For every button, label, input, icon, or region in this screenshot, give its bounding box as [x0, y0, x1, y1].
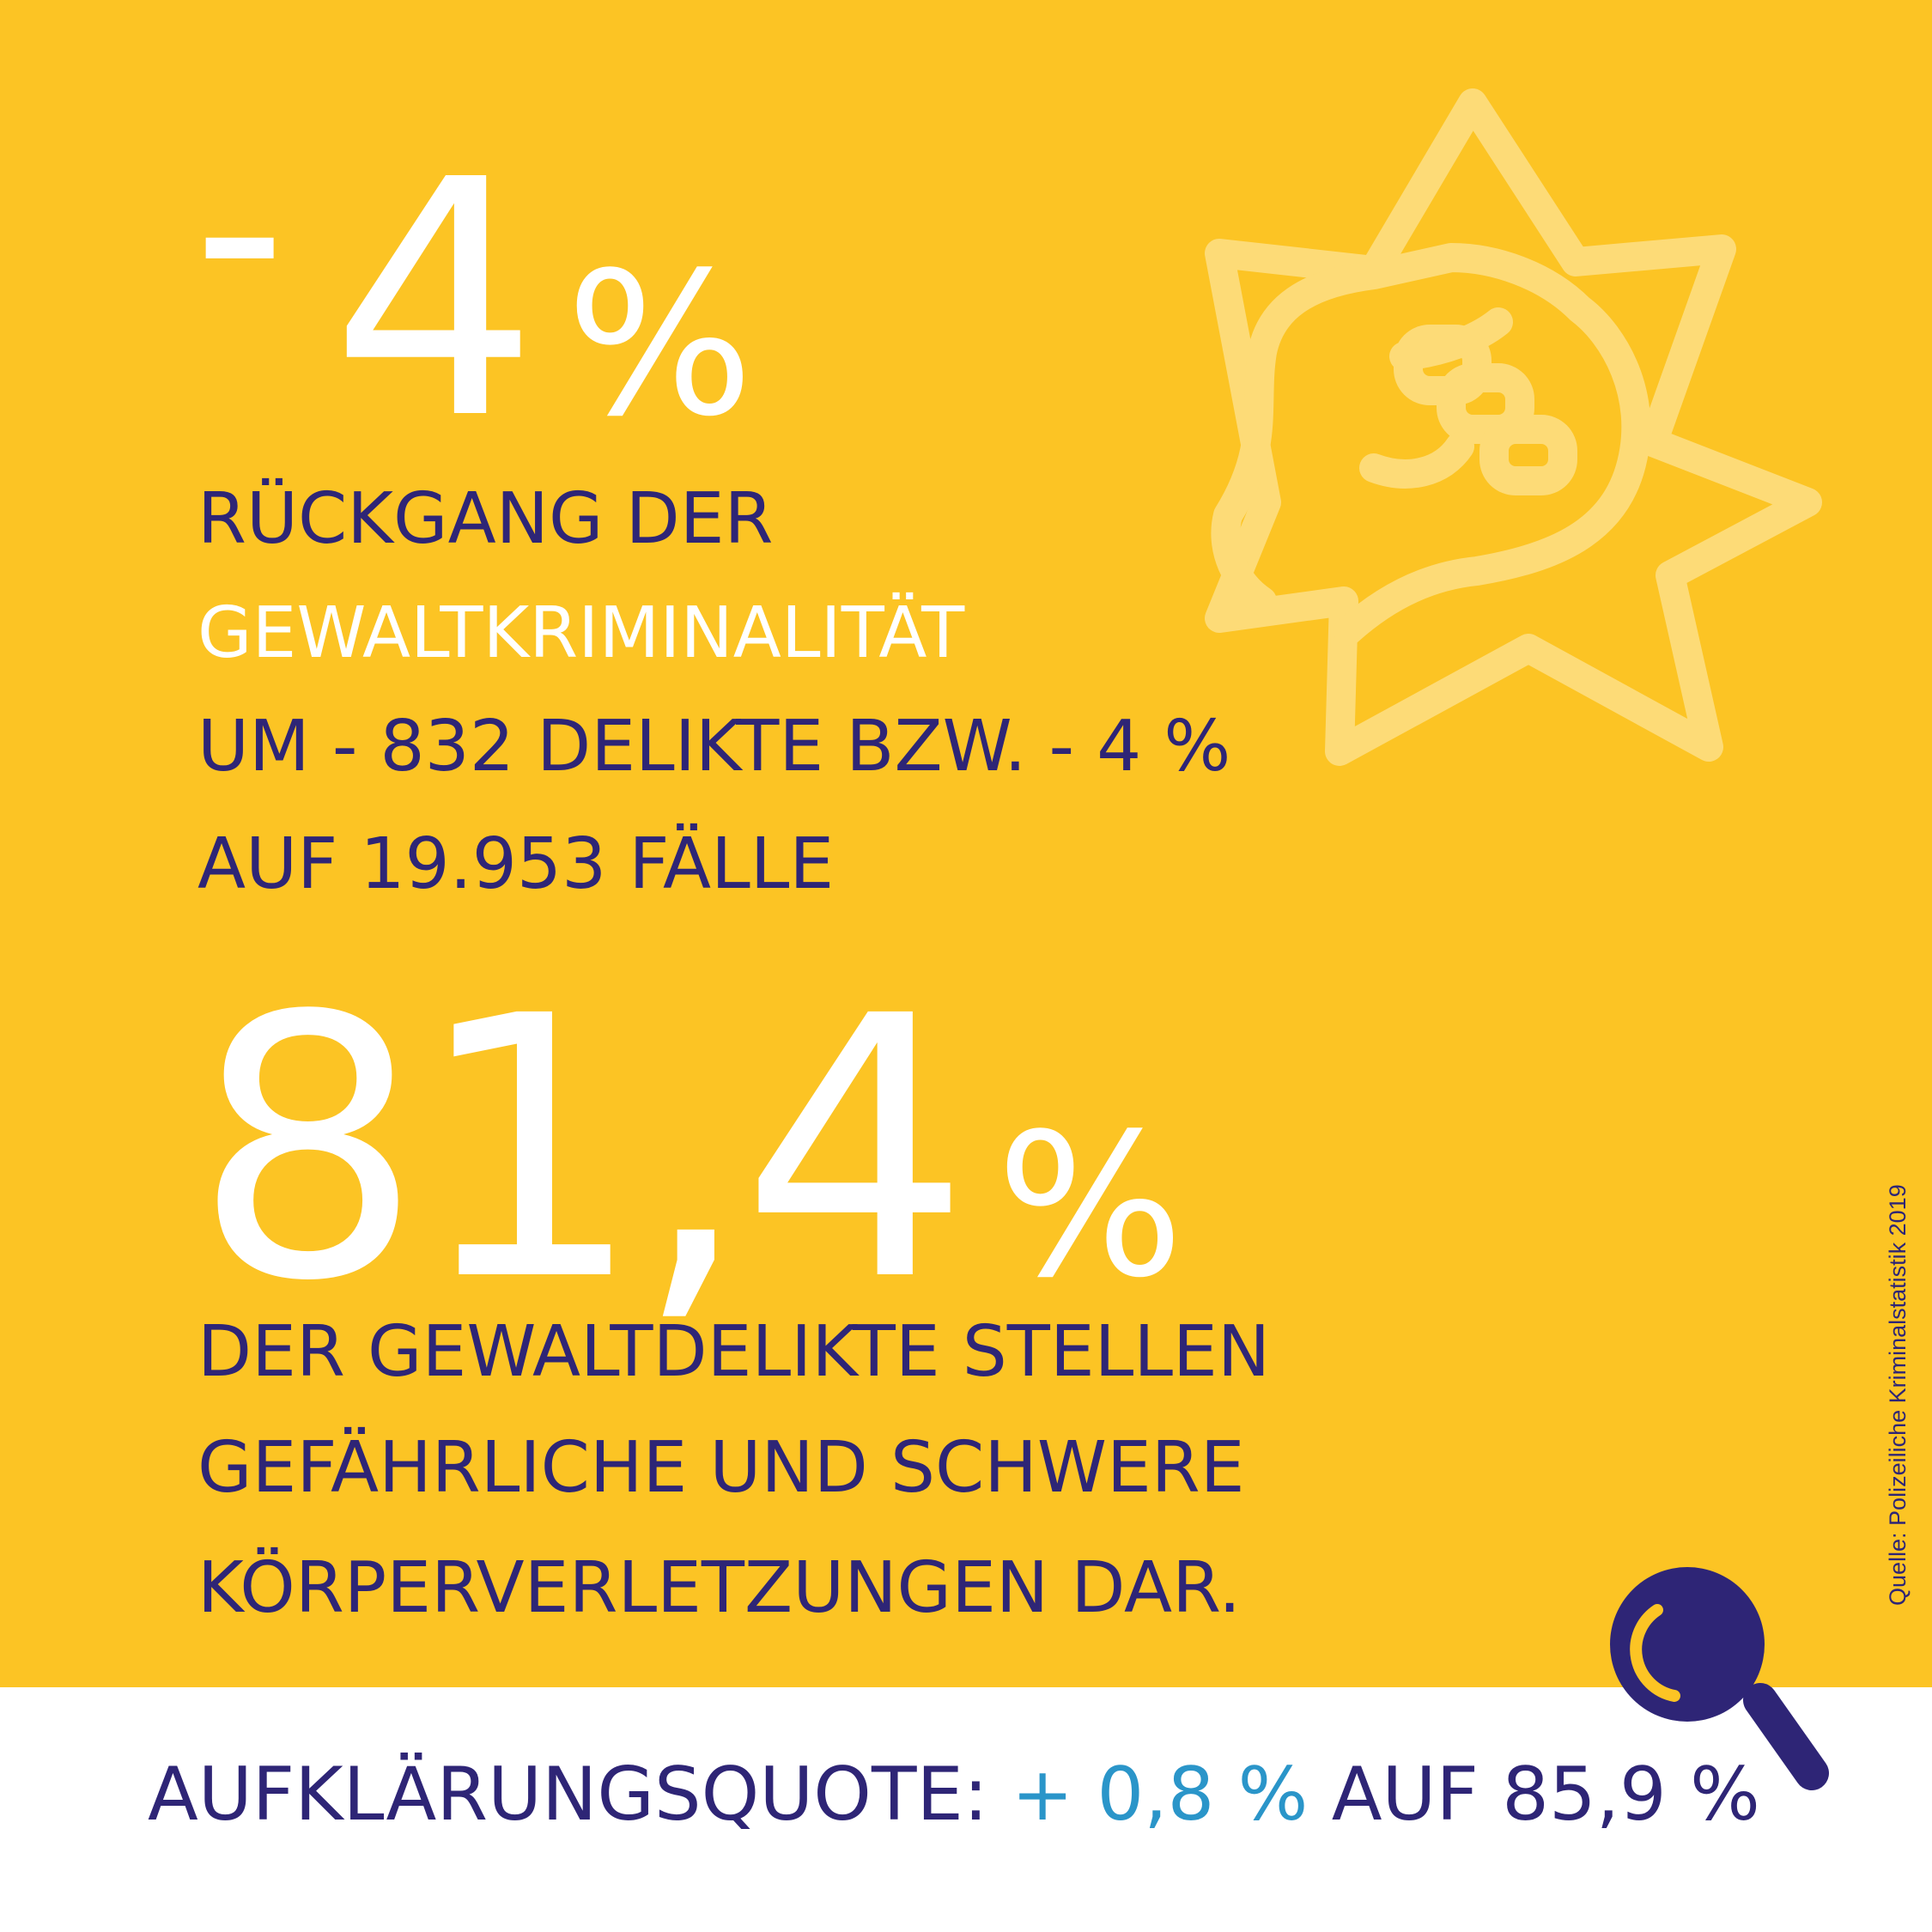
description-1-line-4: AUF 19.953 FÄLLE — [197, 823, 835, 905]
description-1-line-1: RÜCKGANG DER — [197, 478, 774, 560]
headline-change: -4% — [193, 80, 754, 509]
description-1-line-2: GEWALTKRIMINALITÄT — [197, 592, 965, 674]
footer-bar — [0, 1687, 1932, 1932]
headline-share: 81,4% — [193, 970, 1184, 1388]
source-note: Quelle: Polizeiliche Kriminalstatistik 2… — [1885, 1184, 1911, 1606]
footer-clearance-rate: AUFKLÄRUNGSQUOTE: + 0,8 % AUF 85,9 % — [148, 1752, 1760, 1838]
headline-share-value: 81,4 — [193, 940, 970, 1360]
description-2-line-2: GEFÄHRLICHE UND SCHWERE — [197, 1427, 1245, 1509]
footer-label: AUFKLÄRUNGSQUOTE: — [148, 1752, 988, 1838]
description-1-line-3: UM - 832 DELIKTE BZW. - 4 % — [197, 706, 1231, 787]
headline-share-unit: % — [996, 1092, 1184, 1321]
headline-change-unit: % — [566, 231, 754, 460]
footer-result: AUF 85,9 % — [1331, 1752, 1760, 1838]
footer-change: + 0,8 % — [1012, 1752, 1309, 1838]
headline-change-sign: - — [193, 80, 286, 380]
description-2-line-1: DER GEWALTDELIKTE STELLEN — [197, 1311, 1271, 1393]
description-2-line-3: KÖRPERVERLETZUNGEN DAR. — [197, 1547, 1242, 1629]
headline-change-value: 4 — [331, 110, 538, 490]
